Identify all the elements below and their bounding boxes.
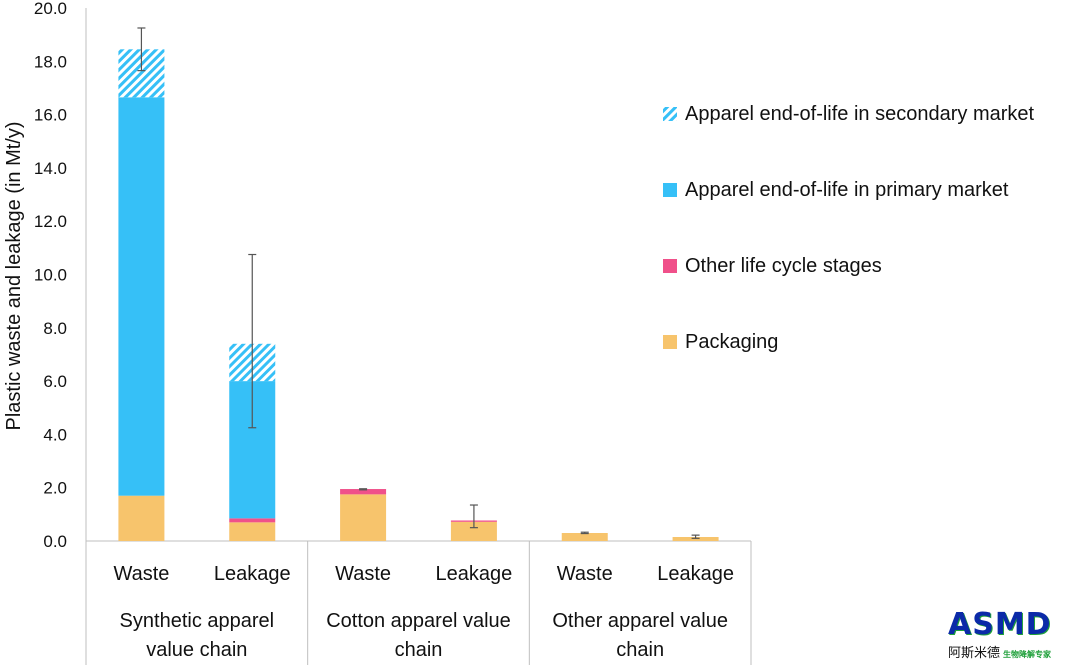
y-axis-title: Plastic waste and leakage (in Mt/y): [3, 121, 25, 430]
bar-segment: [118, 495, 165, 541]
asmd-logo: ASMD 阿斯米德 生物降解专家: [948, 610, 1076, 662]
x-tick-label: Leakage: [657, 563, 734, 585]
group-label: Other apparel value: [552, 610, 728, 632]
legend-label: Apparel end-of-life in secondary market: [685, 103, 1035, 125]
bar-segment: [229, 522, 276, 541]
y-tick-label: 8.0: [43, 319, 67, 338]
bar-segment: [450, 521, 497, 541]
bar-segment: [340, 494, 387, 541]
bar-segment: [340, 489, 387, 495]
y-tick-label: 4.0: [43, 425, 67, 444]
group-label: chain: [395, 639, 443, 661]
logo-mark: ASMD: [948, 607, 1052, 642]
y-tick-label: 14.0: [34, 159, 67, 178]
legend-swatch: [663, 183, 677, 197]
legend-label: Apparel end-of-life in primary market: [685, 179, 1009, 201]
bar-segment: [672, 537, 719, 541]
bar-segment: [229, 518, 276, 523]
bars: [118, 49, 719, 541]
legend-swatch: [663, 259, 677, 273]
y-tick-label: 2.0: [43, 479, 67, 498]
y-tick-label: 6.0: [43, 372, 67, 391]
logo-chinese-name: 阿斯米德: [948, 646, 1001, 661]
y-tick-label: 12.0: [34, 212, 67, 231]
x-tick-label: Leakage: [436, 563, 513, 585]
legend-swatch: [663, 107, 677, 121]
legend-label: Other life cycle stages: [685, 255, 882, 277]
group-label: chain: [616, 639, 664, 661]
y-tick-label: 20.0: [34, 0, 67, 18]
bar-segment: [118, 97, 165, 496]
x-tick-label: Waste: [557, 563, 613, 585]
group-label: Synthetic apparel: [120, 610, 275, 632]
y-tick-label: 10.0: [34, 266, 67, 285]
legend-label: Packaging: [685, 331, 778, 353]
x-tick-label: Waste: [113, 563, 169, 585]
x-tick-label: Leakage: [214, 563, 291, 585]
logo-tagline: 生物降解专家: [1003, 650, 1052, 659]
bar-segment: [561, 533, 608, 541]
y-tick-label: 16.0: [34, 106, 67, 125]
error-bars: [137, 27, 700, 539]
legend-swatch: [663, 335, 677, 349]
x-tick-label: Waste: [335, 563, 391, 585]
y-tick-label: 18.0: [34, 52, 67, 71]
legend: Apparel end-of-life in secondary market A…: [663, 103, 1035, 353]
category-labels: Waste Leakage Waste Leakage Waste Leakage Synt…: [113, 563, 734, 661]
group-label: value chain: [146, 639, 247, 661]
y-tick-label: 0.0: [43, 532, 67, 551]
group-label: Cotton apparel value: [326, 610, 511, 632]
axes: 0.0 2.0 4.0 6.0 8.0 10.0 12.0 14.0 16.0 18.0 20.0: [34, 0, 752, 665]
